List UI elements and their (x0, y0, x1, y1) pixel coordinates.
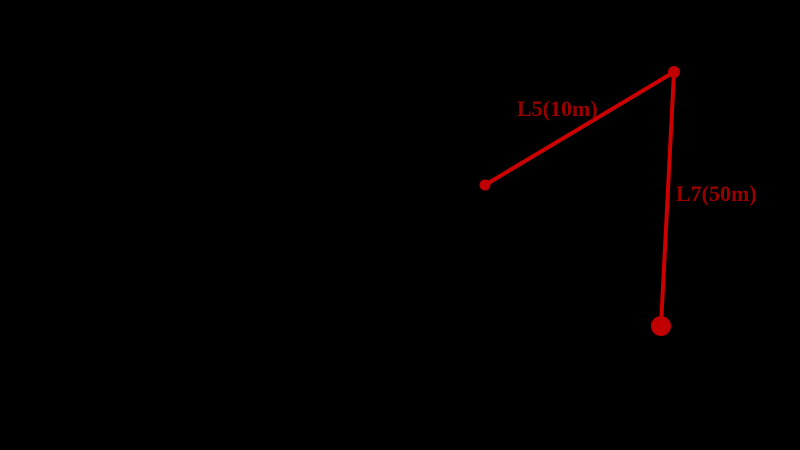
edge-label-l7: L7(50m) (676, 181, 757, 206)
edge-line-0 (483, 70, 676, 187)
node-bottom-dot (651, 316, 671, 336)
edge-label-l5: L5(10m) (517, 96, 598, 121)
node-left-dot (479, 179, 491, 191)
edge-line-1 (659, 71, 676, 327)
node-top-dot (668, 66, 680, 78)
